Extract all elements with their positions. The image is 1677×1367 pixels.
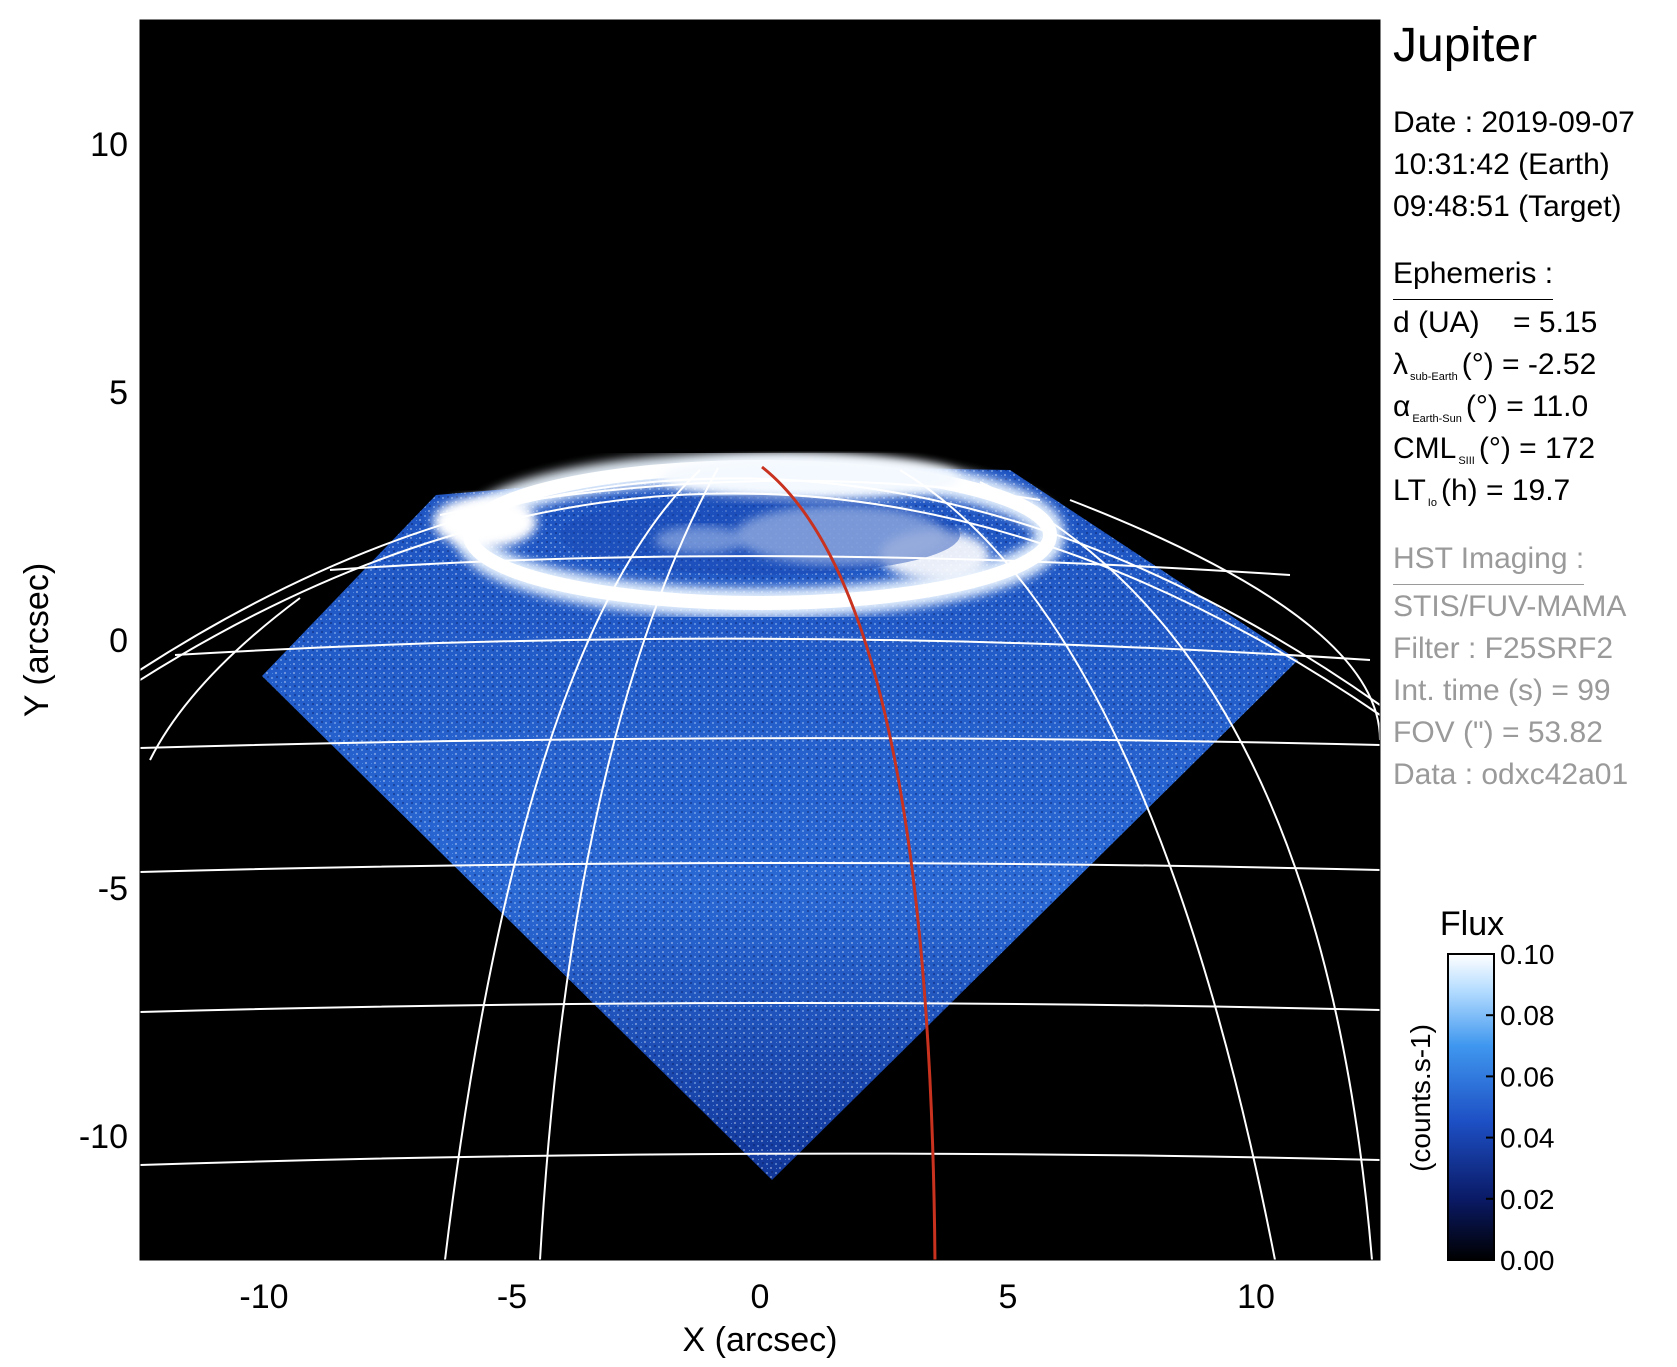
colorbar-unit-label: (counts.s-1) <box>1405 1024 1436 1172</box>
colorbar-title: Flux <box>1440 905 1504 943</box>
y-tick-label: -5 <box>98 870 128 908</box>
ephemeris-phase-angle: α Earth-Sun (°) = 11.0 <box>1393 390 1589 425</box>
colorbar-tick-label: 0.10 <box>1500 939 1555 970</box>
ephemeris-distance: d (UA) = 5.15 <box>1393 306 1598 339</box>
y-axis-ticks: -10 -5 0 5 10 <box>79 126 128 1156</box>
date-line: Date : 2019-09-07 <box>1393 106 1635 139</box>
planet-title: Jupiter <box>1393 19 1538 72</box>
y-tick-label: 0 <box>109 622 128 660</box>
y-tick-label: -10 <box>79 1118 128 1156</box>
colorbar-tick-label: 0.08 <box>1500 1000 1555 1031</box>
y-tick-label: 10 <box>90 126 128 164</box>
io-footpath-line <box>761 465 937 1260</box>
latlon-grid <box>140 467 1380 1260</box>
x-axis-ticks: -10 -5 0 5 10 <box>239 1278 1274 1316</box>
colorbar-tick-label: 0.02 <box>1500 1184 1555 1215</box>
ephemeris-header: Ephemeris : <box>1393 253 1554 300</box>
hst-int-time: Int. time (s) = 99 <box>1393 674 1611 707</box>
earth-time: 10:31:42 (Earth) <box>1393 148 1610 181</box>
x-tick-label: -5 <box>497 1278 527 1316</box>
x-tick-label: -10 <box>239 1278 288 1316</box>
target-time: 09:48:51 (Target) <box>1393 190 1622 223</box>
x-axis-label: X (arcsec) <box>683 1321 838 1359</box>
hst-data-id: Data : odxc42a01 <box>1393 758 1629 791</box>
y-tick-label: 5 <box>109 374 128 412</box>
plot-frame <box>139 19 1381 1261</box>
colorbar-tick-label: 0.06 <box>1500 1061 1555 1092</box>
x-tick-label: 5 <box>999 1278 1018 1316</box>
hst-instrument: STIS/FUV-MAMA <box>1393 590 1627 623</box>
y-axis-label: Y (arcsec) <box>18 563 56 717</box>
hst-fov: FOV (") = 53.82 <box>1393 716 1603 749</box>
hst-header: HST Imaging : <box>1393 538 1585 585</box>
hst-filter: Filter : F25SRF2 <box>1393 632 1614 665</box>
colorbar-tick-label: 0.04 <box>1500 1123 1555 1154</box>
colorbar-ticks: 0.00 0.02 0.04 0.06 0.08 0.10 <box>1486 939 1555 1276</box>
x-tick-label: 0 <box>751 1278 770 1316</box>
ephemeris-io-local-time: LT Io (h) = 19.7 <box>1393 474 1571 509</box>
ephemeris-sub-earth-lat: λ sub-Earth (°) = -2.52 <box>1393 348 1597 383</box>
colorbar <box>1447 953 1495 1261</box>
colorbar-tick-label: 0.00 <box>1500 1245 1555 1276</box>
x-tick-label: 10 <box>1237 1278 1275 1316</box>
ephemeris-cml: CML SIII (°) = 172 <box>1393 432 1596 467</box>
